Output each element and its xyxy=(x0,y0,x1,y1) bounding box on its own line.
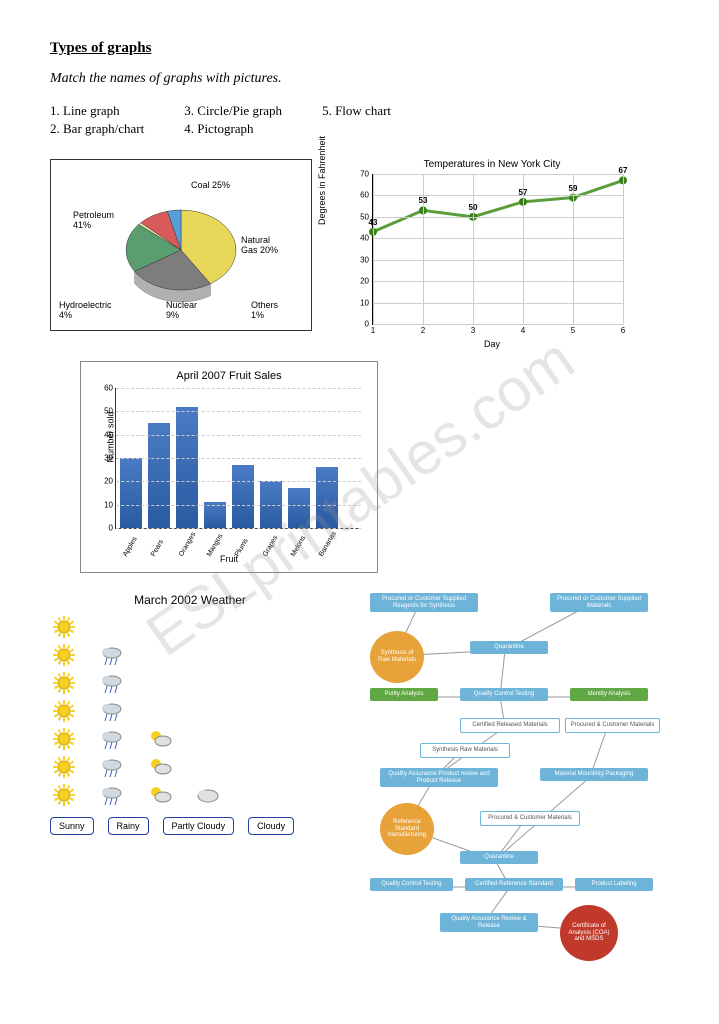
flowchart-node: Product Labeling xyxy=(575,878,653,891)
flowchart-node: Material Mountinig Packaging xyxy=(540,768,648,781)
line-ytick: 70 xyxy=(360,170,369,179)
flowchart-node: Reference Standard Manufacturing xyxy=(380,803,434,855)
type-item: 4. Pictograph xyxy=(184,121,282,137)
bar-ytick: 60 xyxy=(104,384,116,393)
bar xyxy=(232,465,254,528)
type-item: 2. Bar graph/chart xyxy=(50,121,144,137)
bar-xlabel: Fruit xyxy=(89,554,369,564)
line-title: Temperatures in New York City xyxy=(342,159,642,170)
flowchart-node: Procured & Customer Materials xyxy=(480,811,580,826)
flowchart-node: Certified Reference Standard xyxy=(465,878,563,891)
bar-ytick: 30 xyxy=(104,454,116,463)
pie-label: Others 1% xyxy=(251,300,278,320)
flowchart-node: Quality Control Testing xyxy=(460,688,548,701)
type-item: 5. Flow chart xyxy=(322,103,391,119)
line-value-label: 57 xyxy=(519,188,528,197)
line-value-label: 67 xyxy=(619,166,628,175)
flowchart-node: Procured or Customer Supplied Materials xyxy=(550,593,648,612)
line-ytick: 30 xyxy=(360,255,369,264)
flowchart: Procured or Customer Supplied Reagents f… xyxy=(360,593,650,953)
flowchart-node: Quality Assurance Review & Release xyxy=(440,913,538,932)
instruction: Match the names of graphs with pictures. xyxy=(50,71,669,87)
pictograph-label: Rainy xyxy=(108,817,149,835)
bar xyxy=(204,502,226,528)
line-xtick: 3 xyxy=(471,326,475,335)
line-ylabel: Degrees in Fahrenheit xyxy=(317,135,327,224)
pie-label: Natural Gas 20% xyxy=(241,235,278,255)
bar xyxy=(316,467,338,528)
flowchart-node: Procured or Customer Supplied Reagents f… xyxy=(370,593,478,612)
pie-label: Coal 25% xyxy=(191,180,230,190)
bar-ytick: 40 xyxy=(104,430,116,439)
line-ytick: 60 xyxy=(360,191,369,200)
line-xtick: 5 xyxy=(571,326,575,335)
page-title: Types of graphs xyxy=(50,40,669,57)
flowchart-node: Procured & Customer Materials xyxy=(565,718,660,733)
pictograph-column xyxy=(98,643,126,807)
line-ytick: 40 xyxy=(360,234,369,243)
bar-ytick: 50 xyxy=(104,407,116,416)
bar xyxy=(288,488,310,528)
flowchart-node: Quarantine xyxy=(460,851,538,864)
bar-chart: April 2007 Fruit Sales Number sold 01020… xyxy=(80,361,378,573)
flowchart-node: Quality Control Testing xyxy=(370,878,453,891)
line-ytick: 0 xyxy=(365,320,369,329)
flowchart-node: Purity Analysis xyxy=(370,688,438,701)
line-ytick: 10 xyxy=(360,298,369,307)
pictograph: March 2002 Weather Sunny Rainy Partly Clou… xyxy=(50,593,330,835)
pie-label: Nuclear 9% xyxy=(166,300,197,320)
pie-label: Petroleum 41% xyxy=(73,210,114,230)
pie-chart: Petroleum 41% Coal 25% Natural Gas 20% Othe… xyxy=(50,159,312,331)
line-ytick: 20 xyxy=(360,277,369,286)
flowchart-node: Certified Released Materials xyxy=(460,718,560,733)
bar-ytick: 10 xyxy=(104,500,116,509)
line-value-label: 59 xyxy=(569,184,578,193)
bar-title: April 2007 Fruit Sales xyxy=(89,370,369,382)
pictograph-title: March 2002 Weather xyxy=(50,593,330,607)
line-xtick: 6 xyxy=(621,326,625,335)
pictograph-column xyxy=(146,727,174,807)
flowchart-node: Certificate of Analysis (COA) and MSDS xyxy=(560,905,618,961)
line-value-label: 43 xyxy=(369,218,378,227)
flowchart-node: Quarantine xyxy=(470,641,548,654)
bar xyxy=(176,407,198,528)
type-list: 1. Line graph 2. Bar graph/chart 3. Circ… xyxy=(50,103,669,137)
flowchart-node: Synthesis Raw Materials xyxy=(420,743,510,758)
pictograph-label: Cloudy xyxy=(248,817,294,835)
bar-ytick: 20 xyxy=(104,477,116,486)
type-item: 1. Line graph xyxy=(50,103,144,119)
pictograph-label: Sunny xyxy=(50,817,94,835)
flowchart-node: Identity Analysis xyxy=(570,688,648,701)
pictograph-column xyxy=(194,783,222,807)
bar xyxy=(120,458,142,528)
pie-label: Hydroelectric 4% xyxy=(59,300,112,320)
line-xtick: 4 xyxy=(521,326,525,335)
line-chart: Temperatures in New York City 0 10 20 30 40 5… xyxy=(342,159,642,349)
type-item: 3. Circle/Pie graph xyxy=(184,103,282,119)
line-value-label: 50 xyxy=(469,203,478,212)
bar xyxy=(148,423,170,528)
flowchart-node: Quality Assurance Product review and Pro… xyxy=(380,768,498,787)
line-xtick: 2 xyxy=(421,326,425,335)
pictograph-label: Partly Cloudy xyxy=(163,817,235,835)
flowchart-node: Synthesis of Raw Materials xyxy=(370,631,424,683)
line-value-label: 53 xyxy=(419,196,428,205)
line-xlabel: Day xyxy=(342,339,642,349)
bar-ytick: 0 xyxy=(109,524,116,533)
line-xtick: 1 xyxy=(371,326,375,335)
pictograph-column xyxy=(50,615,78,807)
